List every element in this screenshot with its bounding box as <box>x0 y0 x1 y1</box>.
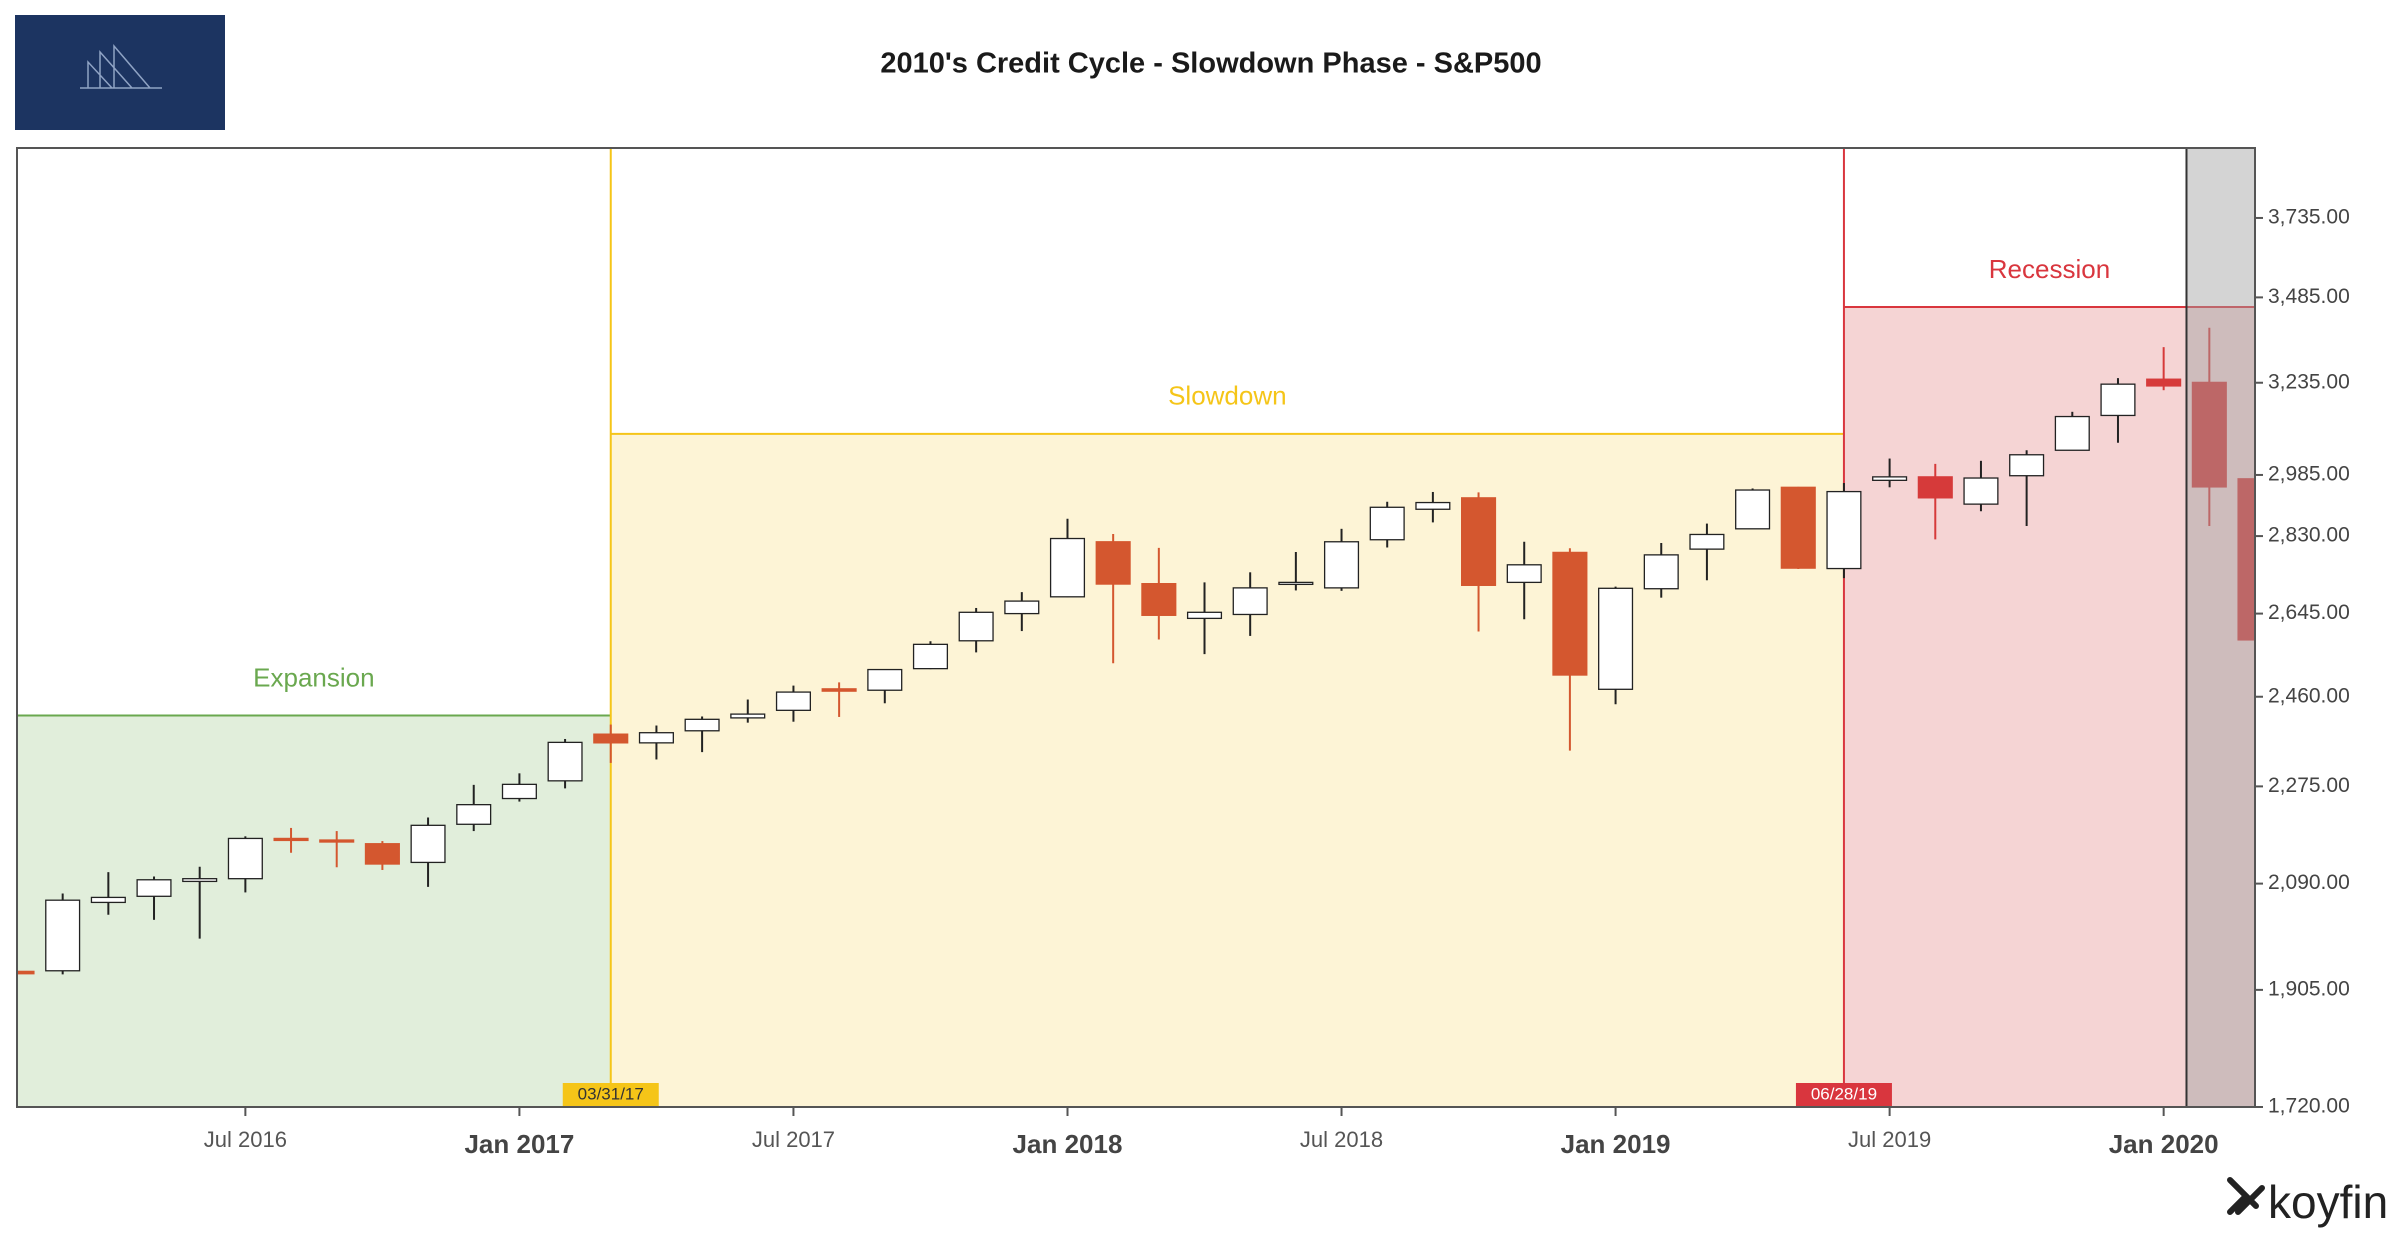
region-label: Expansion <box>253 662 374 692</box>
candle-body <box>182 878 218 883</box>
candle-body <box>501 783 537 800</box>
candle-body <box>821 688 857 692</box>
y-tick-label: 3,485.00 <box>2268 285 2350 308</box>
candle-body <box>1643 554 1679 590</box>
x-tick-label: Jul 2016 <box>204 1127 287 1152</box>
candle-body <box>1461 497 1497 586</box>
x-tick-label: Jul 2019 <box>1848 1127 1931 1152</box>
y-tick-label: 2,830.00 <box>2268 524 2350 547</box>
y-tick-label: 2,645.00 <box>2268 601 2350 624</box>
candle-body <box>2054 415 2090 451</box>
candle-body <box>2009 454 2045 477</box>
candle-body <box>1689 533 1725 550</box>
candle-body <box>1141 582 1177 616</box>
region-label: Slowdown <box>1168 381 1287 411</box>
candle-body <box>1095 541 1131 585</box>
x-tick-label: Jul 2018 <box>1300 1127 1383 1152</box>
brand-icon <box>2227 1177 2265 1215</box>
region-label: Recession <box>1989 254 2110 284</box>
candle-body <box>1872 476 1908 481</box>
candle-body <box>227 837 263 880</box>
candle-body <box>1598 587 1634 690</box>
candle-body <box>867 668 903 691</box>
candle-body <box>90 896 126 904</box>
candle-body <box>17 970 35 975</box>
x-tick-label: Jan 2017 <box>464 1129 574 1159</box>
candle-body <box>1506 564 1542 584</box>
date-label: 03/31/17 <box>578 1084 644 1103</box>
candle-body <box>1415 501 1451 510</box>
candle-body <box>1552 551 1588 676</box>
candle-body <box>2100 383 2136 417</box>
x-tick-label: Jan 2020 <box>2109 1129 2219 1159</box>
candle-body <box>638 732 674 744</box>
candle-body <box>2237 478 2255 641</box>
logo <box>15 15 225 130</box>
date-label-box <box>1795 1083 1892 1106</box>
candle-body <box>1278 581 1314 586</box>
candle-body <box>364 843 400 865</box>
y-tick-label: 2,985.00 <box>2268 462 2350 485</box>
candle-body <box>273 837 309 842</box>
candle-body <box>1735 489 1771 530</box>
region-fill <box>17 715 611 1107</box>
brand-logo: koyfin <box>2227 1176 2388 1228</box>
y-tick-label: 3,735.00 <box>2268 206 2350 229</box>
candle-body <box>1826 490 1862 570</box>
candle-body <box>2191 381 2227 488</box>
y-tick-label: 1,720.00 <box>2268 1095 2350 1118</box>
candle-body <box>1369 506 1405 541</box>
region-fill <box>610 433 1844 1107</box>
candle-body <box>1963 477 1999 505</box>
y-tick-label: 1,905.00 <box>2268 977 2350 1000</box>
y-tick-label: 2,460.00 <box>2268 684 2350 707</box>
plot-clip <box>17 148 2255 1107</box>
date-label: 06/28/19 <box>1811 1084 1877 1103</box>
candle-body <box>1186 611 1223 620</box>
candle-body <box>684 718 720 732</box>
logo-box <box>15 15 225 130</box>
candle-body <box>1917 476 1953 499</box>
brand-name: koyfin <box>2268 1176 2388 1228</box>
candle-body <box>1049 537 1086 598</box>
candle-body <box>593 733 629 744</box>
candle-body <box>912 643 949 670</box>
candle-body <box>456 804 492 825</box>
candle-body <box>958 611 994 642</box>
candle-body <box>1004 600 1040 615</box>
y-tick-label: 2,275.00 <box>2268 774 2350 797</box>
plot-area: Expansion Slowdown Recession 1,720.00 1,905.… <box>16 147 2350 1159</box>
candle-body <box>1780 486 1816 569</box>
candle-body <box>319 839 355 843</box>
candle-body <box>2146 378 2182 387</box>
candle-body <box>547 741 583 782</box>
candle-body <box>1232 587 1268 616</box>
y-tick-label: 2,090.00 <box>2268 871 2350 894</box>
shade <box>2186 148 2255 1107</box>
logo-icon <box>80 43 162 89</box>
plot-frame <box>16 147 2256 1108</box>
candle-body <box>730 713 766 719</box>
candle-body <box>775 691 811 711</box>
x-tick-label: Jul 2017 <box>752 1127 835 1152</box>
date-label-box <box>562 1083 659 1106</box>
candle-body <box>1323 541 1360 589</box>
x-tick-label: Jan 2019 <box>1561 1129 1671 1159</box>
chart-title: 2010's Credit Cycle - Slowdown Phase - S… <box>880 48 1541 80</box>
y-tick-label: 3,235.00 <box>2268 370 2350 393</box>
candle-body <box>136 879 172 897</box>
candle-body <box>410 824 446 864</box>
x-tick-label: Jan 2018 <box>1013 1129 1123 1159</box>
candle-body <box>45 899 81 972</box>
